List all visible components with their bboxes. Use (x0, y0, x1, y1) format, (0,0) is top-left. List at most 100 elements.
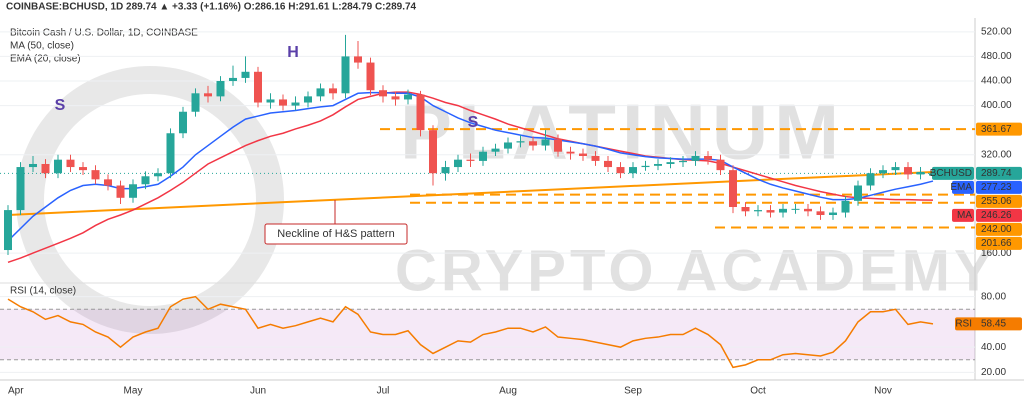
x-tick-label: Jun (250, 386, 266, 397)
price-badge (976, 194, 1022, 208)
candle-body (616, 167, 625, 174)
ma-line (7, 91, 934, 264)
price-badge-name (932, 166, 974, 180)
candle-body (654, 163, 662, 166)
rsi-badge (955, 317, 1022, 331)
price-badge (976, 122, 1022, 136)
y-tick-label: 40.00 (981, 342, 1006, 353)
candle-body (816, 211, 825, 216)
y-tick-label: 440.00 (981, 76, 1012, 87)
candle-body (666, 162, 675, 164)
candle-body (554, 139, 562, 152)
candle-body (729, 170, 737, 208)
rsi-badge-label: RSI (955, 318, 972, 329)
candle-body (904, 167, 912, 175)
candle-body (679, 160, 687, 163)
rsi-line (7, 295, 934, 369)
price-badge-value: 361.67 (981, 124, 1012, 135)
price-badge-value: 289.74 (981, 168, 1012, 179)
candle-body (291, 102, 300, 106)
candle-body (829, 212, 837, 216)
y-tick-label: 320.00 (981, 149, 1012, 160)
rsi-badge-value: 58.45 (981, 318, 1006, 329)
y-tick-label: 80.00 (981, 291, 1006, 302)
pattern-label: H (287, 44, 299, 61)
candle-body (479, 151, 487, 161)
x-tick-label: Nov (874, 386, 892, 397)
candle-body (879, 170, 887, 174)
y-tick-label: 520.00 (981, 26, 1012, 37)
candle-body (454, 159, 462, 168)
x-tick-label: Oct (750, 386, 766, 397)
price-badge-label: BCHUSD (930, 168, 972, 179)
candle-body (691, 155, 700, 161)
candle-body (504, 142, 512, 149)
candle-body (191, 93, 200, 112)
watermark-logo (16, 66, 284, 334)
candle-body (466, 159, 475, 161)
candle-body (566, 151, 575, 154)
price-badge (976, 166, 1022, 180)
candle-body (216, 81, 225, 97)
candle-body (204, 93, 212, 97)
price-badge-name (952, 208, 974, 222)
price-badge-value: 201.66 (981, 238, 1012, 249)
candle-body (16, 167, 25, 211)
candle-body (91, 170, 100, 180)
pattern-label: S (55, 97, 66, 114)
rsi-title: RSI (14, close) (10, 286, 76, 297)
candle-body (641, 165, 650, 168)
watermark-text: CRYPTO ACADEMY (395, 238, 997, 303)
x-tick-label: Aug (499, 386, 517, 397)
candle-body (766, 210, 775, 213)
price-badge-name (952, 180, 974, 194)
candle-body (329, 88, 337, 94)
x-tick-label: Jul (377, 386, 390, 397)
candle-body (516, 141, 525, 143)
ma-line (7, 91, 934, 242)
candle-body (116, 185, 125, 198)
candle-body (429, 130, 437, 174)
candle-body (266, 99, 275, 103)
candle-body (54, 159, 62, 174)
candle-body (391, 96, 400, 100)
candle-body (316, 88, 325, 97)
neckline (7, 170, 934, 217)
price-badge-label: EMA (950, 182, 972, 193)
candle-body (604, 160, 612, 168)
candle-body (804, 208, 812, 212)
price-badge (976, 180, 1022, 194)
candle-body (791, 208, 800, 210)
x-tick-label: Sep (624, 386, 642, 397)
candle-body (441, 167, 450, 174)
chart-title: Bitcoin Cash / U.S. Dollar, 1D, COINBASE (10, 28, 198, 39)
candle-body (491, 148, 500, 152)
candle-body (4, 210, 12, 251)
candle-body (166, 133, 175, 174)
price-badge-value: 255.06 (981, 196, 1012, 207)
candle-body (629, 167, 637, 174)
price-badge (976, 222, 1022, 236)
legend-entry: EMA (20, close) (10, 54, 81, 65)
candle-body (179, 111, 187, 134)
candle-body (229, 77, 237, 82)
header: COINBASE:BCHUSD, 1D 289.74 ▲ +3.33 (+1.1… (6, 2, 417, 13)
y-tick-label: 160.00 (981, 248, 1012, 259)
candle-body (579, 153, 587, 156)
candle-body (104, 179, 112, 186)
candle-body (154, 173, 162, 177)
candle-body (404, 94, 412, 100)
candle-body (841, 200, 850, 213)
price-badge-value: 242.00 (981, 224, 1012, 235)
x-tick-label: Apr (8, 386, 24, 397)
price-badge (976, 208, 1022, 222)
pattern-label: S (468, 114, 479, 131)
rsi-band (0, 309, 975, 360)
candle-body (366, 62, 375, 91)
callout-label: Neckline of H&S pattern (277, 228, 394, 240)
candle-body (141, 176, 150, 185)
candle-body (129, 184, 137, 198)
candle-body (279, 99, 287, 106)
candle-body (541, 139, 550, 146)
